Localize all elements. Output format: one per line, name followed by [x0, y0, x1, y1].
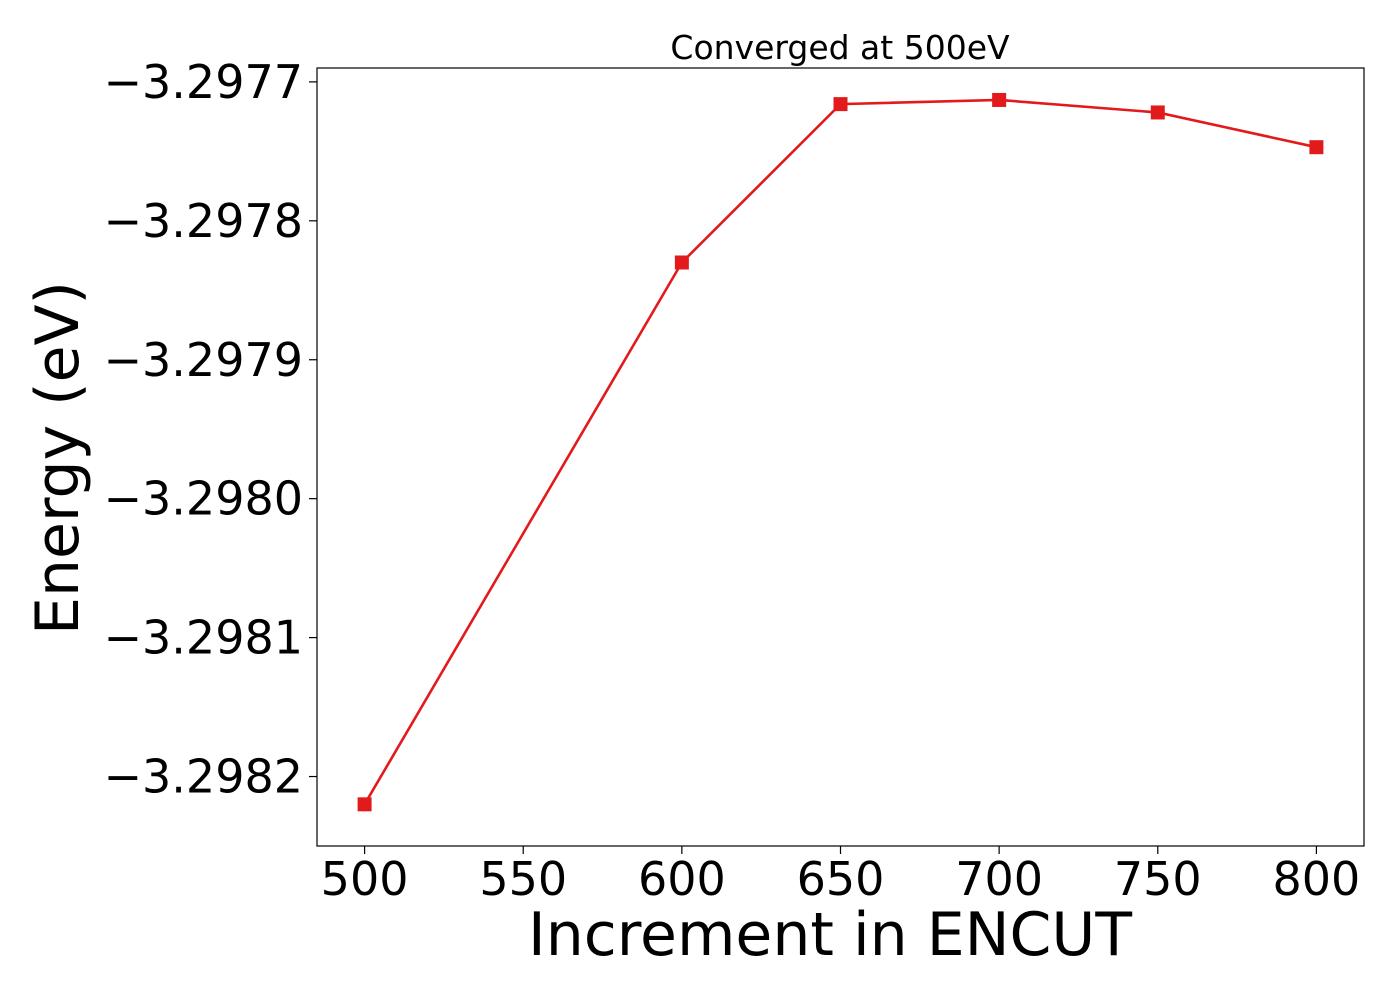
- data-point-650: [833, 97, 848, 112]
- x-tick-label-5: 750: [1114, 852, 1202, 906]
- y-tick-label-0: −3.2982: [104, 750, 304, 804]
- y-tick-label-1: −3.2981: [104, 611, 304, 665]
- data-point-600: [674, 255, 689, 270]
- chart-title: Converged at 500eV: [670, 28, 1010, 67]
- series-group: [357, 92, 1324, 812]
- y-tick-label-3: −3.2979: [104, 333, 304, 387]
- x-tick-label-4: 700: [955, 852, 1043, 906]
- x-tick-label-1: 550: [479, 852, 567, 906]
- series-line-0: [363, 98, 1317, 805]
- x-tick-label-0: 500: [321, 852, 409, 906]
- data-point-500: [357, 797, 372, 812]
- x-axis-label: Increment in ENCUT: [528, 900, 1132, 970]
- y-tick-label-5: −3.2977: [104, 55, 304, 109]
- x-tick-label-3: 650: [797, 852, 885, 906]
- x-tick-label-6: 800: [1273, 852, 1361, 906]
- plot-frame: [316, 67, 1365, 847]
- data-point-700: [992, 92, 1007, 107]
- y-tick-label-2: −3.2980: [104, 472, 304, 526]
- y-tick-label-4: −3.2978: [104, 194, 304, 248]
- y-axis-ticks: −3.2982 −3.2981 −3.2980 −3.2979 −3.2978 −3.29…: [104, 55, 317, 804]
- x-tick-label-2: 600: [638, 852, 726, 906]
- x-axis-ticks: 500 550 600 650 700 750 800: [321, 846, 1361, 906]
- data-point-800: [1309, 140, 1324, 155]
- y-axis-label: Energy (eV): [23, 281, 93, 635]
- data-point-750: [1150, 105, 1165, 120]
